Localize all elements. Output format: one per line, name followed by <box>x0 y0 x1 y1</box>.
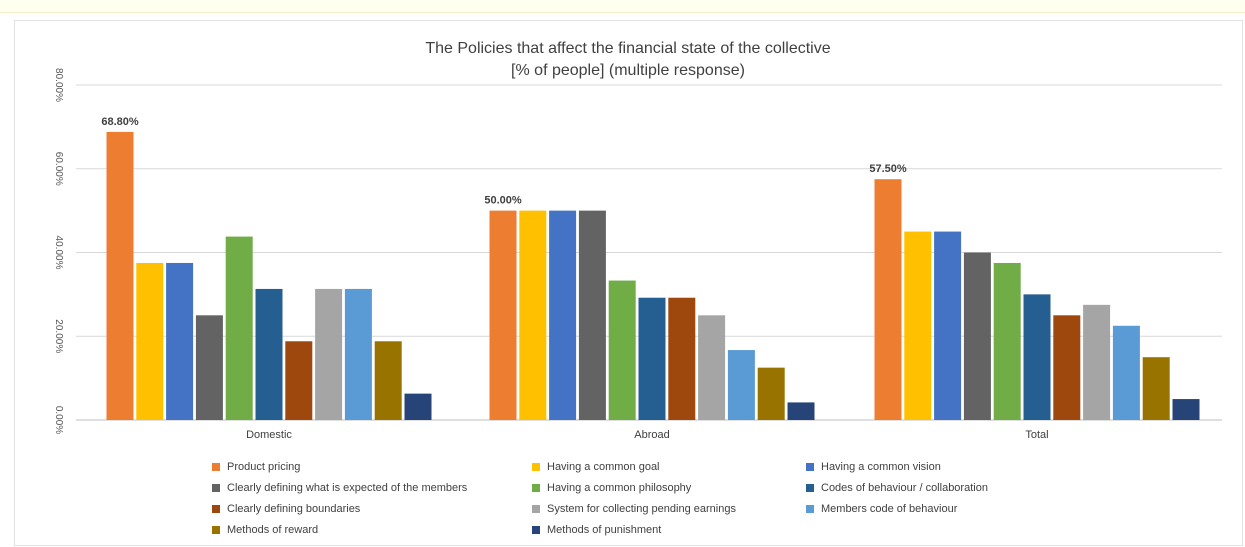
bar <box>993 262 1021 420</box>
bar <box>166 262 194 420</box>
bar <box>727 350 755 420</box>
bar <box>374 341 402 420</box>
chart-title: The Policies that affect the financial s… <box>425 40 831 57</box>
legend-label: Having a common vision <box>821 461 941 473</box>
bar <box>549 210 577 420</box>
data-label: 50.00% <box>484 195 522 207</box>
x-category-label: Domestic <box>246 429 292 441</box>
legend-swatch <box>212 526 220 534</box>
bar <box>106 131 134 420</box>
y-tick-label: 80.00% <box>53 68 64 102</box>
legend-swatch <box>532 484 540 492</box>
bar <box>255 288 283 420</box>
chart-title-block: The Policies that affect the financial s… <box>0 38 1245 82</box>
bar <box>608 280 636 420</box>
legend-swatch <box>532 463 540 471</box>
chart-subtitle: [% of people] (multiple response) <box>511 62 745 79</box>
legend-swatch <box>532 505 540 513</box>
legend-label: Members code of behaviour <box>821 503 958 515</box>
legend-swatch <box>806 484 814 492</box>
legend-swatch <box>806 505 814 513</box>
legend-item: Having a common philosophy <box>532 482 691 494</box>
bar <box>1172 399 1200 420</box>
bar <box>519 210 547 420</box>
top-band <box>0 0 1245 13</box>
bar <box>757 367 785 420</box>
bar <box>1142 357 1170 420</box>
legend-label: Product pricing <box>227 461 301 473</box>
legend-swatch <box>532 526 540 534</box>
bar <box>1112 325 1140 420</box>
legend-swatch <box>806 463 814 471</box>
bar <box>934 231 962 420</box>
bar <box>698 315 726 420</box>
legend-label: Methods of punishment <box>547 524 662 536</box>
bar <box>285 341 313 420</box>
bar <box>904 231 932 420</box>
bar <box>638 297 666 420</box>
legend-swatch <box>212 484 220 492</box>
bar <box>344 288 372 420</box>
legend-item: Clearly defining boundaries <box>212 503 360 515</box>
bar <box>578 210 606 420</box>
bar <box>1023 294 1051 420</box>
bar <box>874 179 902 420</box>
legend-item: Having a common vision <box>806 461 941 473</box>
bar <box>963 252 991 420</box>
legend-label: Having a common philosophy <box>547 482 692 494</box>
data-label: 68.80% <box>101 116 139 128</box>
bar <box>1053 315 1081 420</box>
legend-item: System for collecting pending earnings <box>532 503 736 515</box>
y-tick-label: 40.00% <box>53 236 64 270</box>
legend-label: Codes of behaviour / collaboration <box>821 482 988 494</box>
legend-item: Members code of behaviour <box>806 503 957 515</box>
bar <box>136 262 164 420</box>
legend-swatch <box>212 505 220 513</box>
y-tick-label: 0.00% <box>53 406 64 434</box>
data-label: 57.50% <box>869 163 907 175</box>
legend-item: Product pricing <box>212 461 300 473</box>
legend-label: Clearly defining what is expected of the… <box>227 482 468 494</box>
x-category-label: Abroad <box>634 429 669 441</box>
legend-label: Clearly defining boundaries <box>227 503 361 515</box>
bar <box>404 393 432 420</box>
legend-item: Methods of reward <box>212 524 318 536</box>
bar <box>1083 304 1111 420</box>
legend-item: Methods of punishment <box>532 524 661 536</box>
legend-item: Clearly defining what is expected of the… <box>212 482 467 494</box>
bar <box>787 402 815 420</box>
legend-label: Methods of reward <box>227 524 319 536</box>
bar <box>489 210 517 420</box>
x-category-label: Total <box>1025 429 1048 441</box>
legend-label: System for collecting pending earnings <box>547 503 736 515</box>
bar <box>668 297 696 420</box>
bar <box>225 236 253 420</box>
bar <box>195 315 223 420</box>
y-tick-label: 60.00% <box>53 152 64 186</box>
bar <box>315 288 343 420</box>
legend-item: Codes of behaviour / collaboration <box>806 482 988 494</box>
y-tick-label: 20.00% <box>53 319 64 353</box>
legend-swatch <box>212 463 220 471</box>
legend-label: Having a common goal <box>547 461 660 473</box>
legend-item: Having a common goal <box>532 461 660 473</box>
